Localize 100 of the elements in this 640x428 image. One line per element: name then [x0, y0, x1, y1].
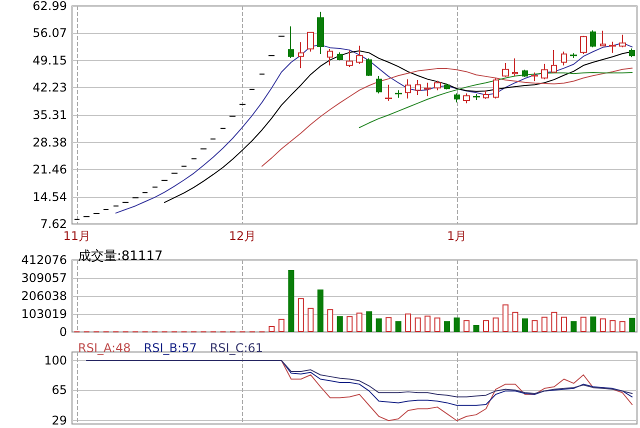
candlestick — [493, 78, 499, 99]
candlestick — [454, 92, 460, 103]
series-label: RSI_C:61 — [210, 341, 264, 355]
y-tick-label: 56.07 — [32, 26, 67, 40]
x-tick-label: 12月 — [228, 229, 256, 243]
candlestick — [366, 58, 372, 77]
candlestick — [629, 48, 635, 58]
bar — [629, 318, 636, 332]
bar — [434, 318, 440, 332]
y-tick-label: 62.99 — [32, 0, 67, 13]
candlestick — [522, 69, 528, 78]
candlestick — [385, 84, 392, 102]
y-tick-label: 0 — [59, 325, 67, 339]
candlestick — [541, 63, 548, 80]
y-tick-label: 103019 — [21, 307, 67, 321]
bar — [590, 316, 596, 332]
y-tick-label: 100 — [44, 353, 67, 368]
candlestick — [619, 34, 626, 48]
candlestick — [298, 42, 304, 69]
line-series — [261, 68, 633, 167]
bar — [278, 318, 284, 332]
bar — [366, 311, 372, 332]
y-tick-label: 49.15 — [32, 53, 67, 68]
bar — [288, 270, 294, 332]
candlestick — [346, 50, 353, 68]
bar — [414, 318, 421, 332]
bar — [483, 320, 490, 332]
line-series — [86, 360, 633, 398]
bar — [308, 308, 314, 332]
bar — [405, 313, 412, 332]
candlestick — [463, 92, 470, 104]
bar — [551, 312, 558, 332]
y-tick-label: 29 — [52, 414, 67, 428]
bar — [444, 321, 450, 332]
candlestick — [570, 52, 577, 58]
bar — [327, 309, 334, 332]
y-tick-label: 7.62 — [40, 217, 67, 231]
bar — [492, 318, 499, 332]
candlestick — [609, 41, 616, 54]
bar — [454, 318, 460, 332]
bar — [580, 316, 586, 332]
candlestick — [512, 58, 518, 77]
candlestick — [590, 30, 596, 48]
candlestick — [561, 51, 567, 66]
candlestick — [307, 32, 314, 52]
candlestick — [434, 80, 441, 91]
x-tick-label: 11月 — [63, 229, 91, 243]
bar — [464, 320, 470, 332]
candlestick — [483, 90, 489, 100]
line-series — [358, 72, 633, 128]
bar — [317, 290, 324, 332]
text: RSI_A:48 — [78, 341, 131, 355]
candlestick — [327, 48, 333, 66]
bar — [336, 316, 343, 332]
candlestick — [551, 50, 557, 74]
candlestick — [395, 90, 402, 98]
bar — [424, 316, 431, 332]
bar — [619, 321, 626, 332]
bar — [502, 304, 508, 332]
candlestick — [424, 82, 431, 97]
bar — [386, 317, 392, 332]
candlestick — [580, 35, 587, 54]
bar — [522, 318, 528, 332]
bar — [600, 318, 606, 332]
candlestick — [376, 76, 382, 94]
bar — [512, 312, 518, 332]
y-tick-label: 206038 — [21, 289, 67, 303]
bar — [541, 316, 548, 332]
candlestick — [444, 83, 450, 90]
candlestick — [356, 45, 363, 64]
y-tick-label: 21.46 — [32, 162, 67, 177]
y-tick-label: 309057 — [21, 271, 67, 285]
y-tick-label: 412076 — [21, 253, 67, 267]
bar — [298, 298, 304, 332]
bar — [610, 320, 616, 332]
candlestick — [531, 72, 538, 82]
bar — [560, 316, 567, 332]
bar — [376, 318, 382, 332]
y-tick-label: 28.38 — [32, 135, 67, 150]
y-tick-label: 42.23 — [32, 80, 67, 95]
bar — [570, 321, 577, 332]
candlestick — [405, 78, 411, 99]
bar — [268, 326, 275, 332]
bar — [473, 325, 480, 332]
candlestick — [473, 94, 480, 101]
y-tick-label: 14.54 — [32, 190, 67, 204]
candlestick — [288, 26, 294, 58]
line-series — [115, 42, 633, 214]
candlestick — [502, 62, 509, 78]
candlestick — [337, 52, 343, 61]
candlestick — [317, 11, 324, 54]
bar — [532, 320, 538, 332]
bar — [395, 321, 402, 332]
candlestick — [415, 79, 421, 96]
y-tick-label: 65 — [52, 383, 67, 398]
chart-title: 成交量:81117 — [78, 248, 163, 264]
bar — [356, 312, 362, 332]
candlestick — [600, 30, 606, 46]
y-tick-label: 35.31 — [32, 108, 67, 122]
x-tick-label: 1月 — [446, 229, 467, 243]
